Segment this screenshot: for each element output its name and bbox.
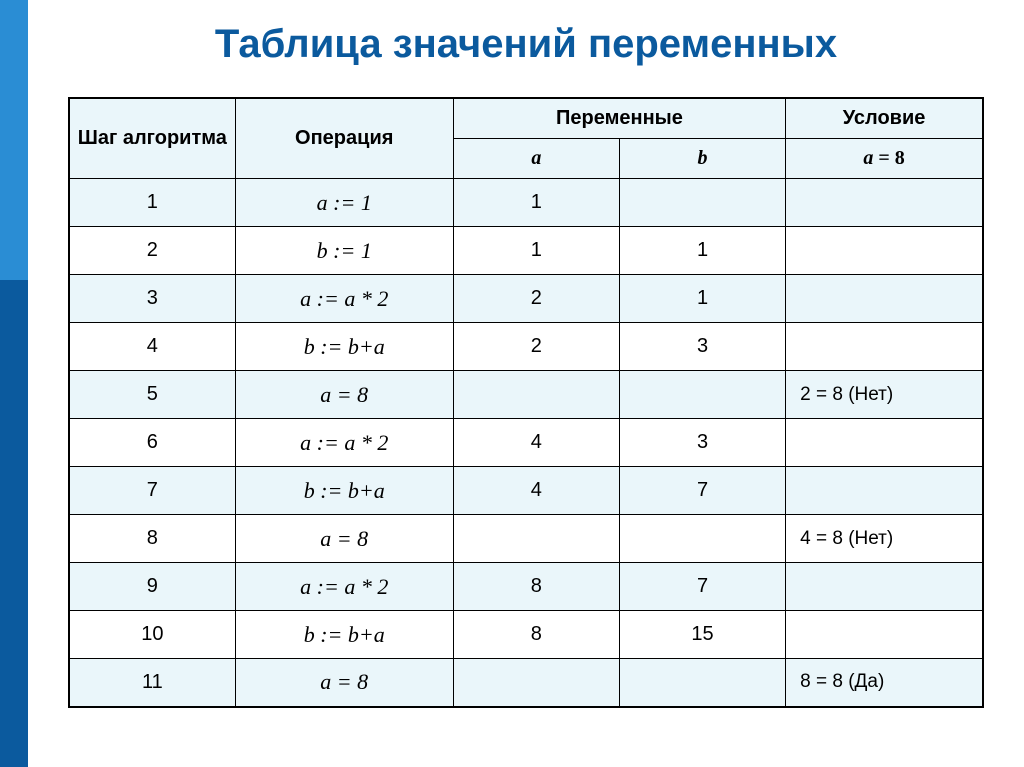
cell-a: 2: [453, 275, 619, 323]
cell-condition: [786, 275, 983, 323]
cell-operation: a = 8: [235, 659, 453, 707]
cell-a: 4: [453, 467, 619, 515]
table-row: 3 a := a * 2 2 1: [69, 275, 983, 323]
table-row: 7 b := b+a 4 7: [69, 467, 983, 515]
cell-step: 6: [69, 419, 235, 467]
table-row: 8 a = 8 4 = 8 (Нет): [69, 515, 983, 563]
cell-condition: [786, 467, 983, 515]
header-step: Шаг алгоритма: [69, 98, 235, 179]
header-condition-sub: a = 8: [786, 139, 983, 179]
cell-a: [453, 371, 619, 419]
cell-operation: a := a * 2: [235, 563, 453, 611]
cell-a: 4: [453, 419, 619, 467]
cell-b: 3: [619, 419, 785, 467]
cell-a: 8: [453, 611, 619, 659]
cell-step: 10: [69, 611, 235, 659]
left-accent-bar: [0, 0, 28, 767]
cell-a: 1: [453, 179, 619, 227]
cell-condition: 4 = 8 (Нет): [786, 515, 983, 563]
cell-step: 8: [69, 515, 235, 563]
cell-a: [453, 515, 619, 563]
cell-b: 1: [619, 275, 785, 323]
cell-operation: b := b+a: [235, 467, 453, 515]
left-bar-top: [0, 0, 28, 280]
table-row: 4 b := b+a 2 3: [69, 323, 983, 371]
cell-condition: [786, 611, 983, 659]
cell-step: 2: [69, 227, 235, 275]
cell-step: 9: [69, 563, 235, 611]
left-bar-bottom: [0, 280, 28, 767]
cell-operation: a = 8: [235, 515, 453, 563]
header-condition: Условие: [786, 98, 983, 139]
cell-a: 1: [453, 227, 619, 275]
variables-table-container: Шаг алгоритма Операция Переменные Услови…: [68, 97, 984, 708]
cell-b: [619, 371, 785, 419]
cell-b: [619, 515, 785, 563]
cell-operation: a := a * 2: [235, 275, 453, 323]
cell-a: 2: [453, 323, 619, 371]
cell-step: 3: [69, 275, 235, 323]
cell-b: 15: [619, 611, 785, 659]
table-row: 1 a := 1 1: [69, 179, 983, 227]
cell-condition: 2 = 8 (Нет): [786, 371, 983, 419]
header-variables: Переменные: [453, 98, 785, 139]
table-row: 2 b := 1 1 1: [69, 227, 983, 275]
cell-operation: a := 1: [235, 179, 453, 227]
header-var-a: a: [453, 139, 619, 179]
cell-operation: b := b+a: [235, 323, 453, 371]
cell-b: [619, 659, 785, 707]
cell-b: 7: [619, 467, 785, 515]
cell-operation: b := b+a: [235, 611, 453, 659]
cell-a: [453, 659, 619, 707]
table-body: 1 a := 1 1 2 b := 1 1 1 3 a := a * 2 2 1: [69, 179, 983, 707]
cell-condition: 8 = 8 (Да): [786, 659, 983, 707]
table-row: 11 a = 8 8 = 8 (Да): [69, 659, 983, 707]
cell-step: 4: [69, 323, 235, 371]
cell-condition: [786, 227, 983, 275]
cell-operation: b := 1: [235, 227, 453, 275]
cell-operation: a := a * 2: [235, 419, 453, 467]
table-row: 10 b := b+a 8 15: [69, 611, 983, 659]
cell-b: 1: [619, 227, 785, 275]
table-header-row-1: Шаг алгоритма Операция Переменные Услови…: [69, 98, 983, 139]
cell-step: 7: [69, 467, 235, 515]
page-title: Таблица значений переменных: [28, 0, 1024, 97]
cell-b: [619, 179, 785, 227]
header-operation: Операция: [235, 98, 453, 179]
cell-step: 1: [69, 179, 235, 227]
cell-b: 7: [619, 563, 785, 611]
cell-b: 3: [619, 323, 785, 371]
table-row: 9 a := a * 2 8 7: [69, 563, 983, 611]
variables-table: Шаг алгоритма Операция Переменные Услови…: [68, 97, 984, 708]
header-var-b: b: [619, 139, 785, 179]
cell-condition: [786, 323, 983, 371]
cell-operation: a = 8: [235, 371, 453, 419]
cell-step: 5: [69, 371, 235, 419]
cell-condition: [786, 563, 983, 611]
table-row: 6 a := a * 2 4 3: [69, 419, 983, 467]
cell-a: 8: [453, 563, 619, 611]
cell-step: 11: [69, 659, 235, 707]
table-row: 5 a = 8 2 = 8 (Нет): [69, 371, 983, 419]
cell-condition: [786, 179, 983, 227]
cell-condition: [786, 419, 983, 467]
